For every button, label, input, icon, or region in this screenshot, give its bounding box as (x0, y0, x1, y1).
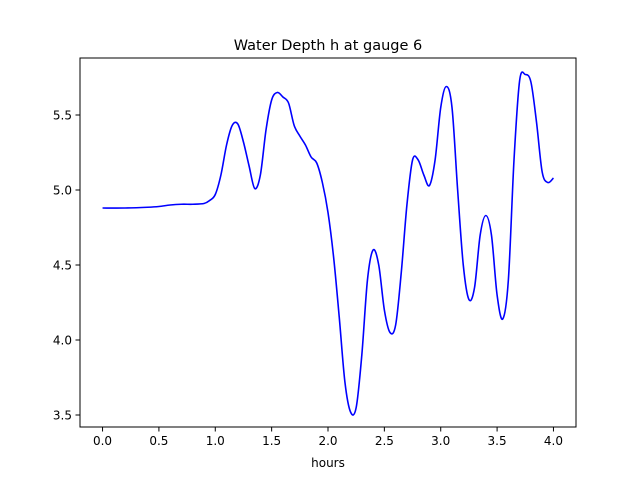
y-tick-label: 4.5 (53, 259, 72, 273)
x-tick-label: 2.5 (375, 434, 394, 448)
x-tick-label: 3.0 (431, 434, 450, 448)
x-tick-label: 4.0 (544, 434, 563, 448)
y-tick-label: 3.5 (53, 409, 72, 423)
x-tick-label: 3.5 (488, 434, 507, 448)
y-tick-label: 5.0 (53, 184, 72, 198)
plot-area: 0.0 0.5 1.0 1.5 2.0 2.5 3.0 3.5 4.0 3.5 4.0 4.5 5.0 5… (53, 57, 577, 448)
x-tick-label: 0.0 (93, 434, 112, 448)
chart-title: Water Depth h at gauge 6 (234, 38, 422, 54)
x-tick-label: 1.5 (262, 434, 281, 448)
y-tick-label: 5.5 (53, 109, 72, 123)
x-tick-label: 1.0 (206, 434, 225, 448)
x-axis-label: hours (311, 456, 345, 470)
x-tick-label: 2.0 (318, 434, 337, 448)
x-tick-label: 0.5 (149, 434, 168, 448)
series-line-0 (102, 71, 555, 416)
y-tick-label: 4.0 (53, 334, 72, 348)
